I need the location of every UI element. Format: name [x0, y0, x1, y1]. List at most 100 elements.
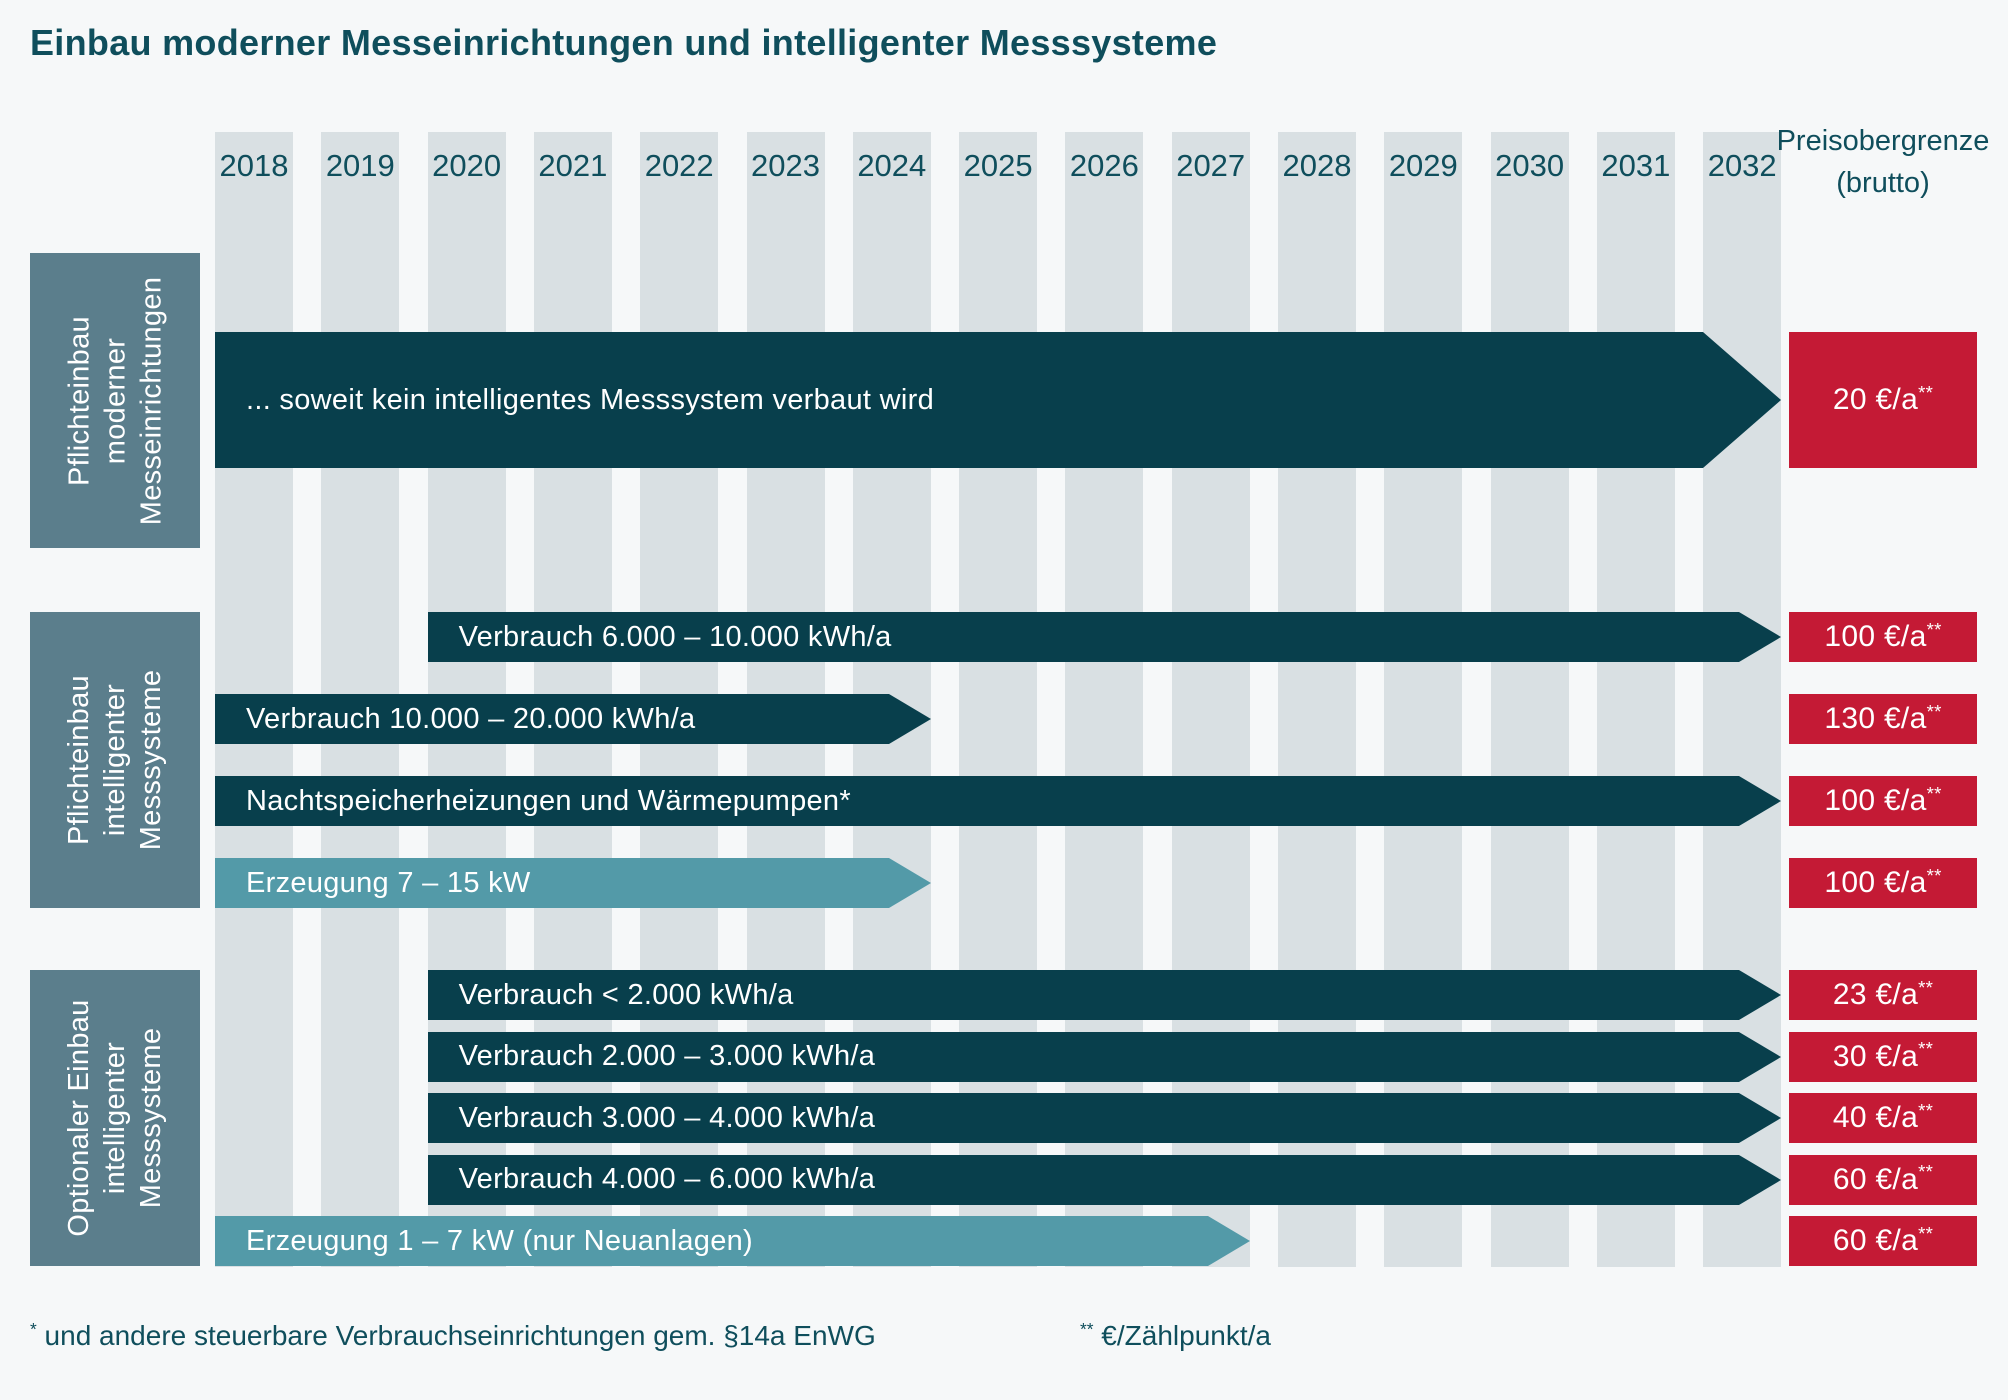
price-value: 130 €/a**: [1824, 700, 1942, 735]
timeline-bar: Verbrauch 4.000 – 6.000 kWh/a: [427, 1154, 1782, 1205]
group-label-line: Pflichteinbau: [63, 675, 95, 845]
group-box-2: [30, 612, 200, 908]
arrowhead-icon: [1703, 332, 1782, 468]
footnote-marker: **: [1080, 1319, 1094, 1340]
year-label-2029: 2029: [1388, 148, 1458, 183]
price-badge: 23 €/a**: [1789, 970, 1977, 1020]
price-badge: 100 €/a**: [1789, 612, 1977, 662]
page-title: Einbau moderner Messeinrichtungen und in…: [30, 22, 1218, 63]
price-value: 100 €/a**: [1824, 782, 1942, 817]
year-label-2030: 2030: [1495, 148, 1565, 183]
bar-label: Verbrauch 3.000 – 4.000 kWh/a: [458, 1101, 876, 1134]
timeline-bar: Erzeugung 1 – 7 kW (nur Neuanlagen): [215, 1216, 1250, 1266]
arrowhead-icon: [1739, 612, 1782, 662]
price-badge: 100 €/a**: [1789, 858, 1977, 908]
price-footnote-marker: **: [1918, 976, 1934, 998]
bar-label: Verbrauch < 2.000 kWh/a: [458, 978, 794, 1011]
bar-label: Verbrauch 6.000 – 10.000 kWh/a: [458, 620, 892, 653]
price-badge: 100 €/a**: [1789, 776, 1977, 826]
price-value: 100 €/a**: [1824, 864, 1942, 899]
year-label-2021: 2021: [538, 148, 608, 183]
price-badge: 60 €/a**: [1789, 1216, 1977, 1266]
year-label-2024: 2024: [857, 148, 927, 183]
timeline-bar: Verbrauch 2.000 – 3.000 kWh/a: [427, 1031, 1782, 1082]
group-label-3: Optionaler Einbau intelligenter Messsystem…: [30, 970, 200, 1266]
price-badge: 30 €/a**: [1789, 1031, 1977, 1082]
timeline-bar: Verbrauch 3.000 – 4.000 kWh/a: [427, 1093, 1782, 1143]
bar-label: Verbrauch 4.000 – 6.000 kWh/a: [458, 1163, 876, 1195]
arrowhead-icon: [1739, 1093, 1782, 1143]
arrowhead-icon: [1207, 1216, 1250, 1266]
price-footnote-marker: **: [1918, 1099, 1934, 1121]
bar-label: Erzeugung 1 – 7 kW (nur Neuanlagen): [246, 1224, 754, 1257]
price-badge: 20 €/a**: [1789, 332, 1977, 468]
price-column-header: Preisobergrenze (brutto): [1769, 120, 1997, 204]
group-label-line: Messeinrichtungen: [135, 276, 167, 525]
year-label-2019: 2019: [325, 148, 395, 183]
group-label-line: Optionaler Einbau: [63, 999, 95, 1237]
bar-label: ... soweit kein intelligentes Messsystem…: [246, 383, 934, 416]
group-box-1: [30, 253, 200, 548]
timeline-bar: Verbrauch < 2.000 kWh/a: [427, 970, 1782, 1020]
price-footnote-marker: **: [1926, 618, 1942, 640]
group-label-line: Messsysteme: [135, 1027, 167, 1209]
group-label-line: intelligenter: [99, 683, 131, 837]
timeline-bar: Erzeugung 7 – 15 kW: [215, 858, 931, 908]
price-badge: 40 €/a**: [1789, 1093, 1977, 1143]
arrowhead-icon: [888, 858, 931, 908]
price-badge: 130 €/a**: [1789, 694, 1977, 744]
footnote-1: * und andere steuerbare Verbrauchseinric…: [30, 1319, 876, 1351]
year-label-2032: 2032: [1707, 148, 1777, 183]
bar-label: Nachtspeicherheizungen und Wärmepumpen*: [246, 784, 851, 817]
timeline-bar: Verbrauch 6.000 – 10.000 kWh/a: [427, 612, 1782, 662]
price-footnote-marker: **: [1918, 1222, 1934, 1244]
year-label-2022: 2022: [644, 148, 714, 183]
arrowhead-icon: [1739, 970, 1782, 1020]
price-value: 30 €/a**: [1832, 1038, 1934, 1073]
year-label-2020: 2020: [432, 148, 502, 183]
price-footnote-marker: **: [1918, 1038, 1934, 1060]
bar-label: Verbrauch 10.000 – 20.000 kWh/a: [246, 702, 696, 735]
price-header-line2: (brutto): [1836, 167, 1930, 199]
group-label-2: Pflichteinbau intelligenter Messsysteme: [30, 612, 200, 908]
year-label-2023: 2023: [751, 148, 820, 183]
price-footnote-marker: **: [1926, 700, 1942, 722]
footnote-marker: *: [30, 1319, 37, 1340]
arrowhead-icon: [1739, 776, 1782, 826]
footnote-2: ** €/Zählpunkt/a: [1080, 1319, 1271, 1351]
price-footnote-marker: **: [1918, 1161, 1934, 1183]
bar-label: Verbrauch 2.000 – 3.000 kWh/a: [458, 1040, 876, 1072]
year-label-2027: 2027: [1176, 148, 1246, 183]
price-badge: 60 €/a**: [1789, 1154, 1977, 1205]
year-label-2028: 2028: [1282, 148, 1352, 183]
price-footnote-marker: **: [1926, 864, 1942, 886]
year-label-2031: 2031: [1601, 148, 1671, 183]
year-label-2018: 2018: [219, 148, 289, 183]
price-footnote-marker: **: [1926, 782, 1942, 804]
timeline-bar: ... soweit kein intelligentes Messsystem…: [215, 332, 1782, 468]
price-value: 100 €/a**: [1824, 618, 1942, 653]
group-label-1: Pflichteinbau moderner Messeinrichtungen: [30, 253, 200, 548]
year-label-2026: 2026: [1069, 148, 1139, 183]
arrowhead-icon: [1739, 1154, 1782, 1205]
price-value: 20 €/a**: [1832, 381, 1934, 416]
price-footnote-marker: **: [1918, 381, 1934, 403]
timeline-bar: Verbrauch 10.000 – 20.000 kWh/a: [215, 694, 931, 744]
group-label-line: moderner: [99, 337, 131, 464]
group-label-line: Messsysteme: [135, 669, 167, 851]
price-value: 23 €/a**: [1832, 976, 1934, 1011]
group-label-line: Pflichteinbau: [63, 315, 95, 486]
year-label-2025: 2025: [963, 148, 1033, 183]
arrowhead-icon: [888, 694, 931, 744]
group-label-line: intelligenter: [99, 1041, 131, 1195]
group-box-3: [30, 970, 200, 1266]
footnotes: * und andere steuerbare Verbrauchseinric…: [0, 1319, 2008, 1366]
price-value: 60 €/a**: [1832, 1222, 1934, 1257]
timeline-bar: Nachtspeicherheizungen und Wärmepumpen*: [215, 776, 1782, 826]
arrowhead-icon: [1739, 1031, 1782, 1082]
bar-label: Erzeugung 7 – 15 kW: [246, 866, 531, 899]
price-value: 40 €/a**: [1832, 1099, 1934, 1134]
price-value: 60 €/a**: [1832, 1161, 1934, 1196]
price-header-line1: Preisobergrenze: [1776, 125, 1990, 157]
